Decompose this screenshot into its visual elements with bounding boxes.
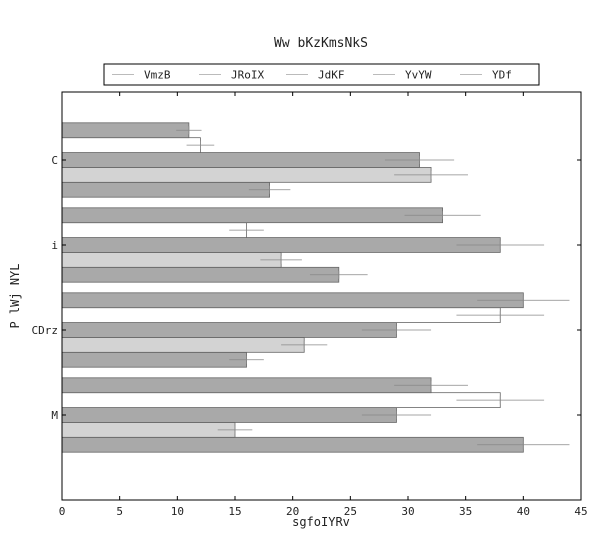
legend-item-YDf: YDf bbox=[460, 69, 512, 82]
bar-JdKF-i bbox=[61, 237, 501, 253]
bar-YvYW-i bbox=[61, 222, 247, 238]
x-tick-45: 45 bbox=[574, 92, 588, 518]
error-bar-YvYW-M bbox=[456, 396, 545, 405]
x-tick-25: 25 bbox=[344, 92, 357, 518]
bar-VmzB-i bbox=[61, 266, 340, 283]
bar-YDf-i bbox=[61, 207, 444, 224]
y-tick-M: M bbox=[51, 409, 581, 422]
error-bar-YvYW-i bbox=[229, 226, 264, 235]
svg-text:25: 25 bbox=[344, 505, 357, 518]
error-bar-YDf-CDrz bbox=[477, 296, 570, 305]
svg-text:YvYW: YvYW bbox=[405, 69, 432, 82]
bar-YDf-M bbox=[61, 377, 432, 394]
x-tick-0: 0 bbox=[59, 92, 66, 518]
error-bar-VmzB-M bbox=[477, 440, 570, 449]
error-bar-JdKF-M bbox=[361, 411, 432, 419]
legend: VmzB JRoIX JdKF YvYW YDf bbox=[103, 63, 540, 86]
error-bar-VmzB-C bbox=[248, 185, 291, 194]
bar-VmzB-CDrz bbox=[61, 351, 247, 368]
svg-text:VmzB: VmzB bbox=[144, 69, 171, 82]
bar-JdKF-CDrz bbox=[61, 322, 397, 338]
svg-text:CDrz: CDrz bbox=[32, 324, 59, 337]
legend-item-YvYW: YvYW bbox=[373, 69, 432, 82]
bar-VmzB-C bbox=[61, 181, 271, 198]
svg-text:0: 0 bbox=[59, 505, 66, 518]
error-bar-JdKF-C bbox=[384, 156, 455, 164]
bar-YDf-CDrz bbox=[61, 292, 524, 309]
x-tick-15: 15 bbox=[228, 92, 242, 518]
error-bar-JdKF-i bbox=[456, 241, 545, 249]
svg-text:45: 45 bbox=[574, 505, 587, 518]
legend-item-VmzB: VmzB bbox=[112, 69, 171, 82]
error-bar-YvYW-CDrz bbox=[456, 311, 545, 320]
bar-JRoIX-CDrz bbox=[61, 337, 305, 353]
svg-text:i: i bbox=[51, 239, 58, 252]
error-bar-JRoIX-M bbox=[217, 425, 253, 434]
y-tick-i: i bbox=[51, 239, 581, 252]
legend-item-JdKF: JdKF bbox=[286, 69, 345, 82]
error-bar-YDf-C bbox=[176, 126, 202, 135]
legend-item-JRoIX: JRoIX bbox=[199, 69, 264, 82]
bar-YvYW-M bbox=[61, 392, 501, 408]
svg-text:30: 30 bbox=[401, 505, 414, 518]
plot-frame bbox=[61, 91, 582, 501]
error-bar-YvYW-C bbox=[186, 141, 215, 150]
x-tick-20: 20 bbox=[286, 92, 299, 518]
bars-layer bbox=[61, 122, 524, 453]
error-bar-VmzB-CDrz bbox=[229, 355, 264, 364]
x-tick-30: 30 bbox=[401, 92, 415, 518]
error-bar-JdKF-CDrz bbox=[361, 326, 432, 334]
bar-JRoIX-M bbox=[61, 422, 236, 438]
x-tick-40: 40 bbox=[517, 92, 530, 518]
svg-text:35: 35 bbox=[459, 505, 472, 518]
error-bar-JRoIX-C bbox=[394, 170, 468, 179]
bar-VmzB-M bbox=[61, 436, 524, 453]
error-bar-JRoIX-i bbox=[260, 255, 302, 264]
y-tick-C: C bbox=[51, 154, 581, 167]
svg-text:C: C bbox=[51, 154, 58, 167]
x-tick-5: 5 bbox=[116, 92, 123, 518]
x-tick-10: 10 bbox=[171, 92, 184, 518]
bar-JRoIX-i bbox=[61, 252, 282, 268]
bar-JdKF-M bbox=[61, 407, 397, 423]
error-bar-VmzB-i bbox=[309, 270, 368, 279]
error-bar-YDf-M bbox=[394, 381, 468, 390]
y-axis-label: P lWj NYL bbox=[8, 263, 22, 328]
y-axis-ticks: M CDrz i C bbox=[32, 154, 581, 422]
bar-YvYW-C bbox=[61, 137, 201, 153]
svg-text:40: 40 bbox=[517, 505, 530, 518]
error-bar-JRoIX-CDrz bbox=[281, 340, 328, 349]
error-bar-YDf-i bbox=[404, 211, 481, 220]
svg-text:M: M bbox=[51, 409, 58, 422]
y-tick-CDrz: CDrz bbox=[32, 324, 581, 337]
svg-text:JRoIX: JRoIX bbox=[231, 69, 264, 82]
svg-text:YDf: YDf bbox=[492, 69, 512, 82]
bar-YvYW-CDrz bbox=[61, 307, 501, 323]
bar-YDf-C bbox=[61, 122, 190, 139]
svg-text:15: 15 bbox=[228, 505, 241, 518]
x-tick-35: 35 bbox=[459, 92, 472, 518]
bar-JRoIX-C bbox=[61, 167, 432, 183]
svg-text:5: 5 bbox=[116, 505, 123, 518]
x-axis-ticks: 0 5 10 15 20 25 30 35 40 45 bbox=[59, 92, 588, 518]
x-axis-label: sgfoIYRv bbox=[292, 515, 350, 529]
svg-text:10: 10 bbox=[171, 505, 184, 518]
chart-title: Ww bKzKmsNkS bbox=[274, 36, 368, 51]
bar-JdKF-C bbox=[61, 152, 420, 168]
error-bars-layer bbox=[176, 126, 570, 449]
svg-text:20: 20 bbox=[286, 505, 299, 518]
svg-text:JdKF: JdKF bbox=[318, 69, 345, 82]
